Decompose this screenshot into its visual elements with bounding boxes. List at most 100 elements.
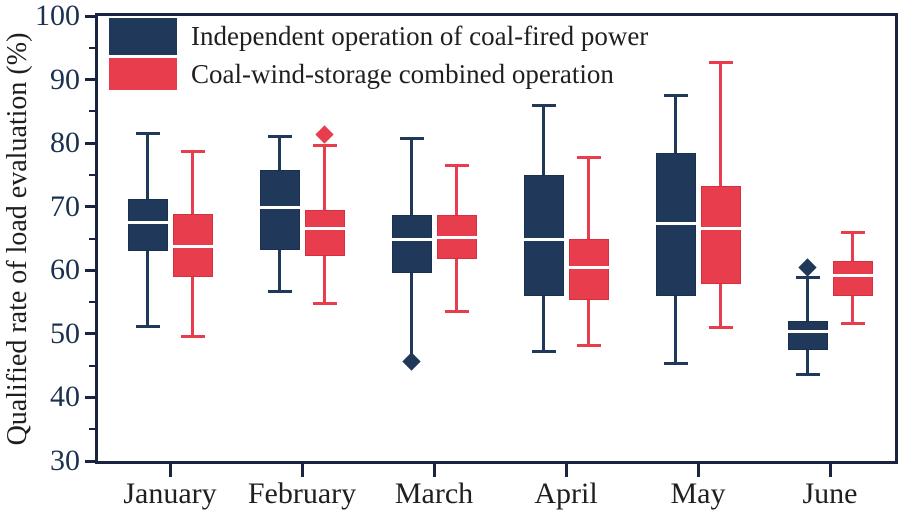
y-tick-label: 90: [50, 62, 80, 96]
whisker-cap-upper: [795, 276, 820, 280]
y-tick-label: 80: [50, 126, 80, 160]
box-whisker-upper: [323, 145, 326, 210]
box-whisker-lower: [323, 255, 326, 304]
x-tick: [696, 464, 700, 477]
x-tick: [300, 464, 304, 477]
box-whisker-upper: [455, 165, 458, 215]
median-line: [832, 273, 873, 277]
whisker-cap-upper: [180, 149, 205, 153]
legend-swatch-navy: [109, 18, 177, 55]
y-minor-tick: [89, 237, 95, 240]
whisker-cap-lower: [180, 334, 205, 338]
x-category-label: April: [534, 477, 598, 510]
x-tick: [432, 464, 436, 477]
y-minor-tick: [89, 173, 95, 176]
box-whisker-upper: [542, 105, 545, 175]
box-whisker-lower: [719, 283, 722, 328]
box-whisker-upper: [410, 138, 413, 215]
box-whisker-lower: [587, 300, 590, 346]
whisker-cap-lower: [663, 361, 688, 365]
box-whisker-upper: [806, 277, 809, 322]
median-line: [259, 206, 300, 210]
box-whisker-upper: [146, 133, 149, 200]
box: [700, 185, 741, 284]
box: [391, 214, 432, 274]
box-whisker-upper: [851, 232, 854, 262]
whisker-cap-upper: [531, 103, 556, 107]
whisker-cap-lower: [840, 321, 865, 325]
box: [787, 321, 828, 351]
box-whisker-lower: [410, 273, 413, 358]
box: [568, 239, 609, 301]
box-whisker-lower: [851, 295, 854, 324]
box-whisker-lower: [806, 350, 809, 375]
whisker-cap-upper: [399, 137, 424, 141]
median-line: [127, 221, 168, 225]
y-minor-tick: [89, 428, 95, 431]
y-minor-tick: [89, 46, 95, 49]
box-whisker-lower: [674, 296, 677, 364]
box-whisker-upper: [278, 136, 281, 170]
y-major-tick: [85, 395, 95, 399]
median-line: [655, 221, 696, 225]
whisker-cap-upper: [663, 93, 688, 97]
whisker-cap-lower: [267, 289, 292, 293]
box-whisker-lower: [191, 276, 194, 337]
y-tick-label: 40: [50, 380, 80, 414]
x-category-label: May: [670, 477, 726, 510]
whisker-cap-upper: [312, 144, 337, 148]
legend: Independent operation of coal-fired powe…: [109, 18, 648, 90]
box: [259, 169, 300, 250]
y-major-tick: [85, 459, 95, 463]
whisker-cap-upper: [576, 156, 601, 160]
median-line: [568, 266, 609, 270]
legend-item-combined-operation: Coal-wind-storage combined operation: [109, 58, 648, 90]
plot-area: Independent operation of coal-fired powe…: [35, 0, 898, 510]
box-whisker-lower: [542, 296, 545, 351]
whisker-cap-lower: [312, 302, 337, 306]
median-line: [700, 226, 741, 230]
box-whisker-lower: [455, 259, 458, 312]
whisker-cap-upper: [840, 230, 865, 234]
whisker-cap-upper: [267, 135, 292, 139]
median-line: [436, 235, 477, 239]
box-whisker-upper: [587, 157, 590, 240]
y-major-tick: [85, 205, 95, 209]
y-major-tick: [85, 78, 95, 82]
box: [304, 209, 345, 256]
box-whisker-lower: [146, 251, 149, 327]
whisker-cap-upper: [444, 163, 469, 167]
y-major-tick: [85, 141, 95, 145]
median-line: [172, 244, 213, 248]
whisker-cap-upper: [708, 60, 733, 64]
whisker-cap-lower: [795, 373, 820, 377]
box-whisker-lower: [278, 249, 281, 292]
whisker-cap-upper: [135, 132, 160, 136]
x-category-label: March: [394, 477, 474, 510]
x-category-label: February: [247, 477, 357, 510]
outlier-marker: [402, 351, 421, 371]
x-tick: [564, 464, 568, 477]
legend-label-independent-operation: Independent operation of coal-fired powe…: [191, 21, 649, 51]
x-tick: [828, 464, 832, 477]
median-line: [787, 329, 828, 333]
y-major-tick: [85, 332, 95, 336]
median-line: [304, 227, 345, 231]
x-category-label: June: [802, 477, 858, 510]
legend-label-combined-operation: Coal-wind-storage combined operation: [191, 58, 614, 89]
outlier-marker: [315, 125, 334, 144]
whisker-cap-lower: [135, 324, 160, 328]
y-minor-tick: [89, 301, 95, 304]
legend-item-independent-operation: Independent operation of coal-fired powe…: [109, 18, 648, 55]
legend-swatch-red: [109, 58, 177, 90]
y-tick-label: 100: [35, 0, 80, 32]
x-category-label: January: [123, 477, 217, 510]
box-whisker-upper: [191, 151, 194, 215]
y-minor-tick: [89, 110, 95, 113]
y-tick-label: 60: [50, 253, 80, 287]
median-line: [523, 238, 564, 242]
whisker-cap-lower: [531, 349, 556, 353]
y-tick-label: 70: [50, 189, 80, 223]
box-whisker-upper: [674, 95, 677, 153]
